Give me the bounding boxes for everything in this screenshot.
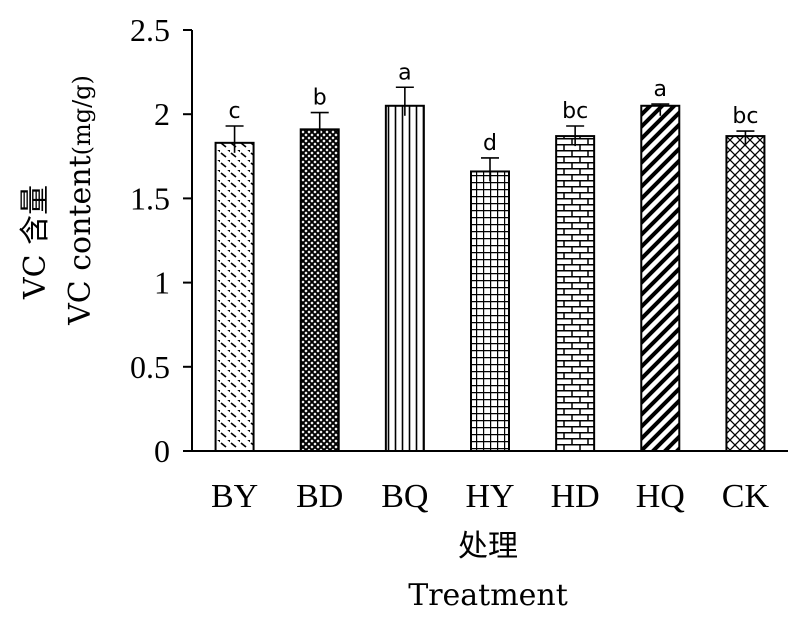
bar-bq	[384, 104, 425, 452]
y-tick-label: 1.5	[130, 180, 170, 216]
bar-hy	[470, 170, 510, 452]
error-bar-by	[225, 125, 244, 153]
significance-labels: c b a d bc a bc	[229, 60, 759, 156]
bar-by	[214, 141, 255, 452]
error-bar-hd	[566, 125, 585, 147]
bars	[214, 104, 766, 453]
significance-label-hq: a	[654, 77, 667, 102]
y-axis-title-en-group: VC content(mg/g)	[63, 75, 98, 326]
y-axis-title-en-main: VC content	[63, 155, 98, 326]
bar-hq	[640, 104, 681, 452]
x-tick-label-bd: BD	[296, 478, 343, 515]
bar-bd	[299, 128, 340, 453]
y-axis-title-en-unit: (mg/g)	[68, 75, 96, 155]
bar-hd	[555, 135, 596, 452]
error-bar-ck	[736, 130, 755, 147]
significance-label-bq: a	[398, 60, 411, 85]
error-bars	[225, 86, 755, 182]
x-tick-label-ck: CK	[722, 478, 770, 515]
y-tick-label: 1	[154, 265, 170, 301]
x-tick-label-hy: HY	[465, 478, 514, 515]
y-tick-label: 0.5	[130, 349, 170, 385]
y-tick-label: 2.5	[130, 12, 170, 48]
y-tick-label: 0	[154, 433, 170, 469]
y-axis-title-cn: VC 含量	[18, 185, 53, 300]
x-tick-label-hd: HD	[551, 478, 600, 515]
x-tick-label-bq: BQ	[381, 478, 428, 515]
significance-label-ck: bc	[732, 104, 758, 129]
x-tick-label-hq: HQ	[636, 478, 685, 515]
error-bar-hy	[481, 157, 499, 182]
error-bar-hq	[651, 103, 670, 116]
significance-label-hy: d	[483, 131, 497, 156]
y-axis-title-en: VC content(mg/g)	[63, 75, 98, 326]
error-bar-bd	[310, 111, 329, 140]
x-axis-title-en: Treatment	[408, 578, 568, 613]
bar-ck	[725, 135, 766, 452]
error-bar-bq	[395, 86, 414, 116]
x-tick-label-by: BY	[211, 478, 258, 515]
significance-label-bd: b	[313, 86, 327, 111]
significance-label-by: c	[229, 99, 241, 124]
y-axis-title-cn-group: VC 含量	[18, 185, 53, 300]
significance-label-hd: bc	[562, 99, 588, 124]
x-tick-labels: BY BD BQ HY HD HQ CK	[211, 478, 770, 515]
y-ticks: 0 0.5 1 1.5 2 2.5	[130, 12, 192, 469]
y-tick-label: 2	[154, 96, 170, 132]
x-axis-title-cn: 处理	[458, 529, 518, 564]
